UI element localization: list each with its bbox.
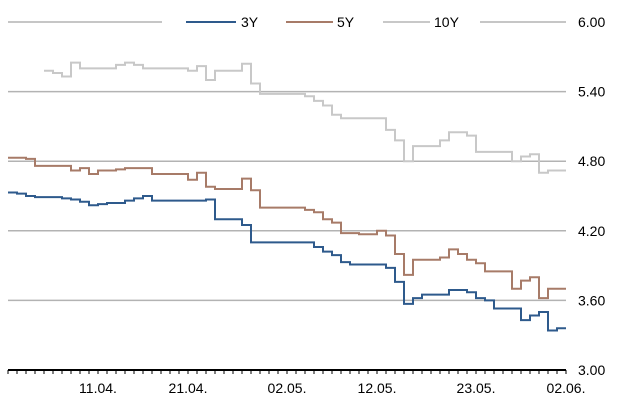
y-tick-label: 3.00 [578, 362, 605, 378]
legend-label-10y: 10Y [434, 14, 460, 30]
legend-label-5y: 5Y [337, 14, 355, 30]
y-tick-label: 3.60 [578, 292, 605, 308]
x-tick-label: 21.04. [169, 380, 208, 396]
legend-label-3y: 3Y [241, 14, 259, 30]
legend: 3Y 5Y 10Y [162, 10, 480, 34]
y-tick-label: 4.20 [578, 223, 605, 239]
grid-lines [8, 21, 566, 302]
x-axis: 11.04. 21.04. 02.05. 12.05. 23.05. 02.06. [7, 369, 586, 396]
series-line-5y [8, 156, 566, 300]
x-tick-label: 12.05. [358, 380, 397, 396]
x-tick-label: 02.06. [547, 380, 586, 396]
y-tick-label: 5.40 [578, 84, 605, 100]
series-line-3y [8, 191, 566, 332]
y-tick-label: 6.00 [578, 14, 605, 30]
x-tick-label: 11.04. [79, 380, 117, 396]
y-axis-labels: 3.00 3.60 4.20 4.80 5.40 6.00 [578, 14, 605, 378]
y-tick-label: 4.80 [578, 153, 605, 169]
series-line-10y [44, 61, 566, 174]
x-tick-label: 23.05. [457, 380, 496, 396]
x-tick-label: 02.05. [268, 380, 307, 396]
series-lines [8, 61, 566, 332]
